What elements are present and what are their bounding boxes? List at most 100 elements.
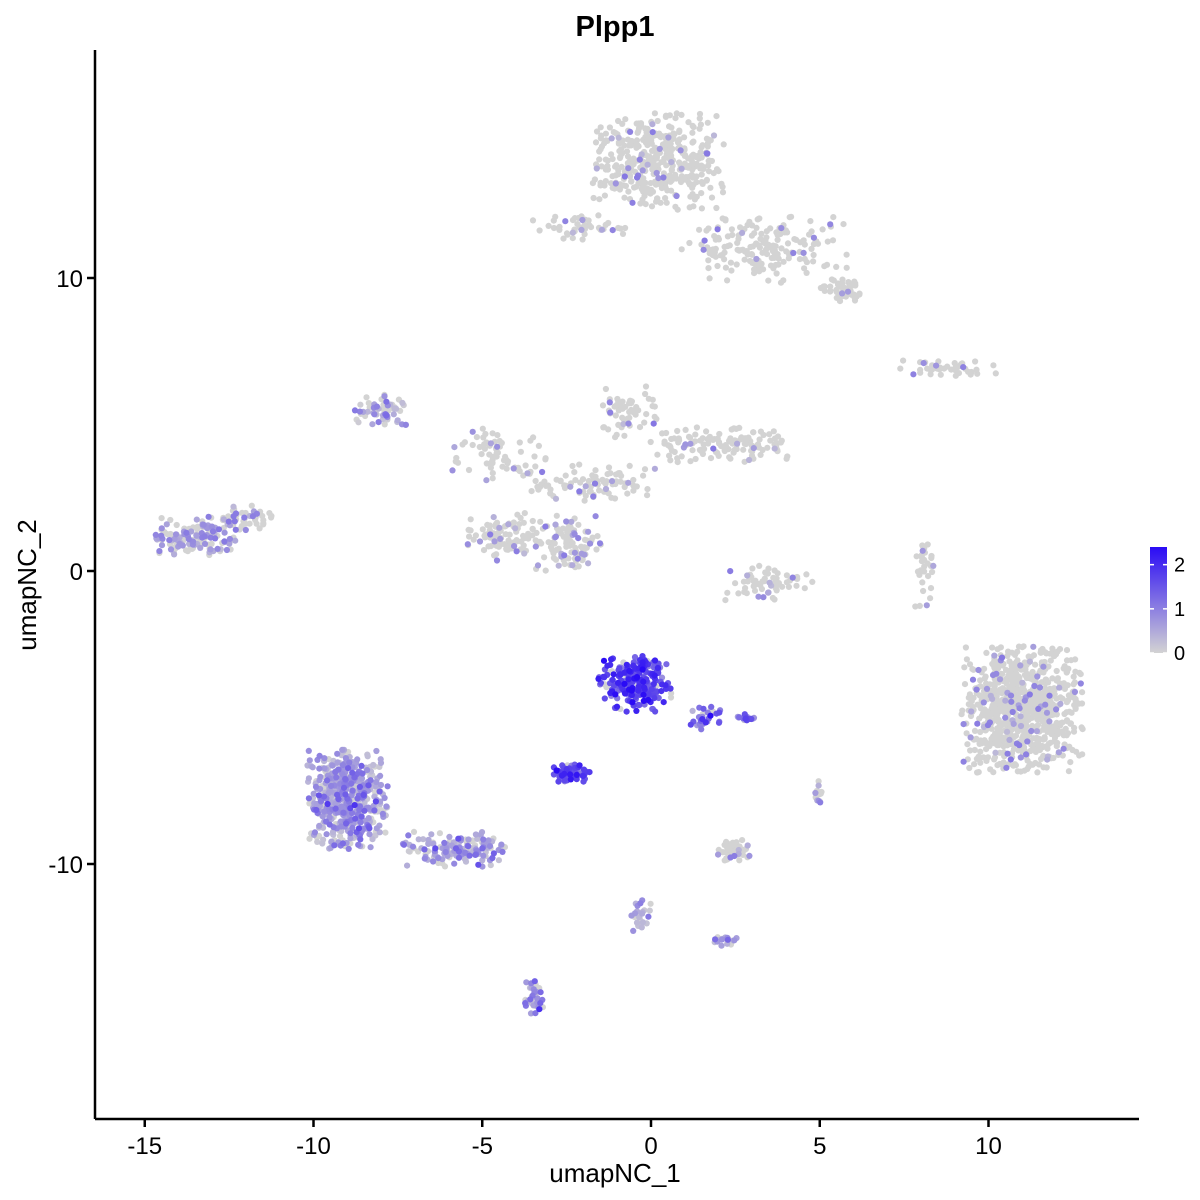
cell-point [331, 842, 338, 849]
cell-point [358, 762, 365, 770]
cell-point [765, 277, 772, 284]
cell-point [373, 779, 380, 786]
cell-point [452, 458, 459, 465]
cell-point [1044, 728, 1051, 736]
cell-point [625, 188, 632, 195]
cell-point [638, 924, 645, 931]
cell-point [595, 675, 602, 683]
cell-point [316, 822, 323, 830]
cell-point [715, 234, 722, 241]
cell-point [733, 261, 740, 268]
cell-point [602, 221, 609, 228]
cell-point [305, 775, 312, 782]
cell-point [489, 475, 496, 482]
cell-point [464, 541, 471, 548]
cell-point [751, 587, 759, 594]
cell-point [1014, 657, 1021, 664]
cell-point [995, 738, 1002, 745]
cell-point [667, 685, 674, 692]
cell-point [565, 524, 572, 531]
cell-point [961, 681, 969, 688]
cell-point [436, 830, 443, 837]
cell-point [641, 684, 648, 691]
cell-point [465, 836, 472, 843]
cell-point [223, 546, 230, 554]
cell-point [360, 791, 367, 799]
cell-point [653, 155, 660, 162]
cell-point [667, 694, 675, 701]
cell-point [698, 171, 705, 178]
cell-point [201, 533, 208, 540]
cell-point [723, 838, 730, 846]
cell-point [476, 443, 483, 451]
cell-point [529, 217, 537, 224]
cell-point [983, 649, 990, 657]
cell-point [573, 771, 580, 779]
cell-point [381, 794, 388, 802]
cell-point [498, 841, 505, 848]
cell-point [581, 497, 588, 504]
cell-point [336, 833, 344, 840]
cell-point [1037, 649, 1044, 656]
cell-point [985, 709, 992, 716]
cell-point [658, 688, 665, 695]
cell-point [777, 439, 785, 446]
cell-point [467, 516, 474, 523]
cell-point [779, 583, 786, 590]
cell-point [801, 255, 808, 262]
cell-point [685, 119, 692, 126]
cell-point [466, 533, 473, 540]
cell-point [369, 421, 376, 428]
cell-point [678, 111, 685, 118]
cell-point [608, 151, 615, 158]
cell-point [364, 753, 371, 760]
cell-point [183, 529, 190, 536]
cell-point [639, 910, 646, 917]
cell-point [703, 177, 710, 184]
cell-point [382, 829, 389, 836]
cell-point [608, 478, 616, 485]
cell-point [197, 544, 204, 552]
cell-point [626, 173, 634, 180]
cell-point [609, 155, 616, 163]
cell-point [1017, 662, 1024, 669]
cell-point [480, 852, 487, 859]
cell-point [719, 936, 726, 943]
cell-point [1040, 752, 1047, 760]
cell-point [510, 519, 517, 526]
cell-point [643, 411, 650, 418]
cell-point [348, 780, 355, 787]
cell-point [231, 518, 238, 525]
cell-point [736, 857, 743, 864]
cell-point [571, 469, 578, 476]
cell-point [1072, 705, 1079, 713]
cell-point [355, 825, 363, 832]
cell-point [402, 421, 409, 428]
cell-point [748, 251, 755, 258]
cell-point [919, 547, 926, 554]
cell-point [1047, 698, 1054, 705]
cell-point [736, 247, 743, 254]
cell-point [649, 403, 656, 410]
cell-point [970, 666, 977, 673]
cell-point [375, 419, 382, 426]
cell-point [621, 194, 628, 201]
cell-point [996, 760, 1003, 768]
cell-point [364, 767, 371, 774]
cell-point [531, 453, 538, 460]
cell-point [521, 550, 528, 557]
cell-point [1075, 700, 1083, 707]
cell-point [789, 574, 796, 581]
cell-point [741, 248, 749, 255]
cell-point [630, 409, 637, 416]
cell-point [727, 568, 734, 575]
cell-point [354, 795, 361, 802]
cell-point [166, 537, 173, 544]
cell-point [616, 186, 624, 193]
cell-point [319, 813, 326, 820]
cell-point [1042, 701, 1049, 708]
cell-point [757, 451, 764, 458]
cell-point [613, 703, 621, 710]
cell-point [581, 231, 588, 238]
